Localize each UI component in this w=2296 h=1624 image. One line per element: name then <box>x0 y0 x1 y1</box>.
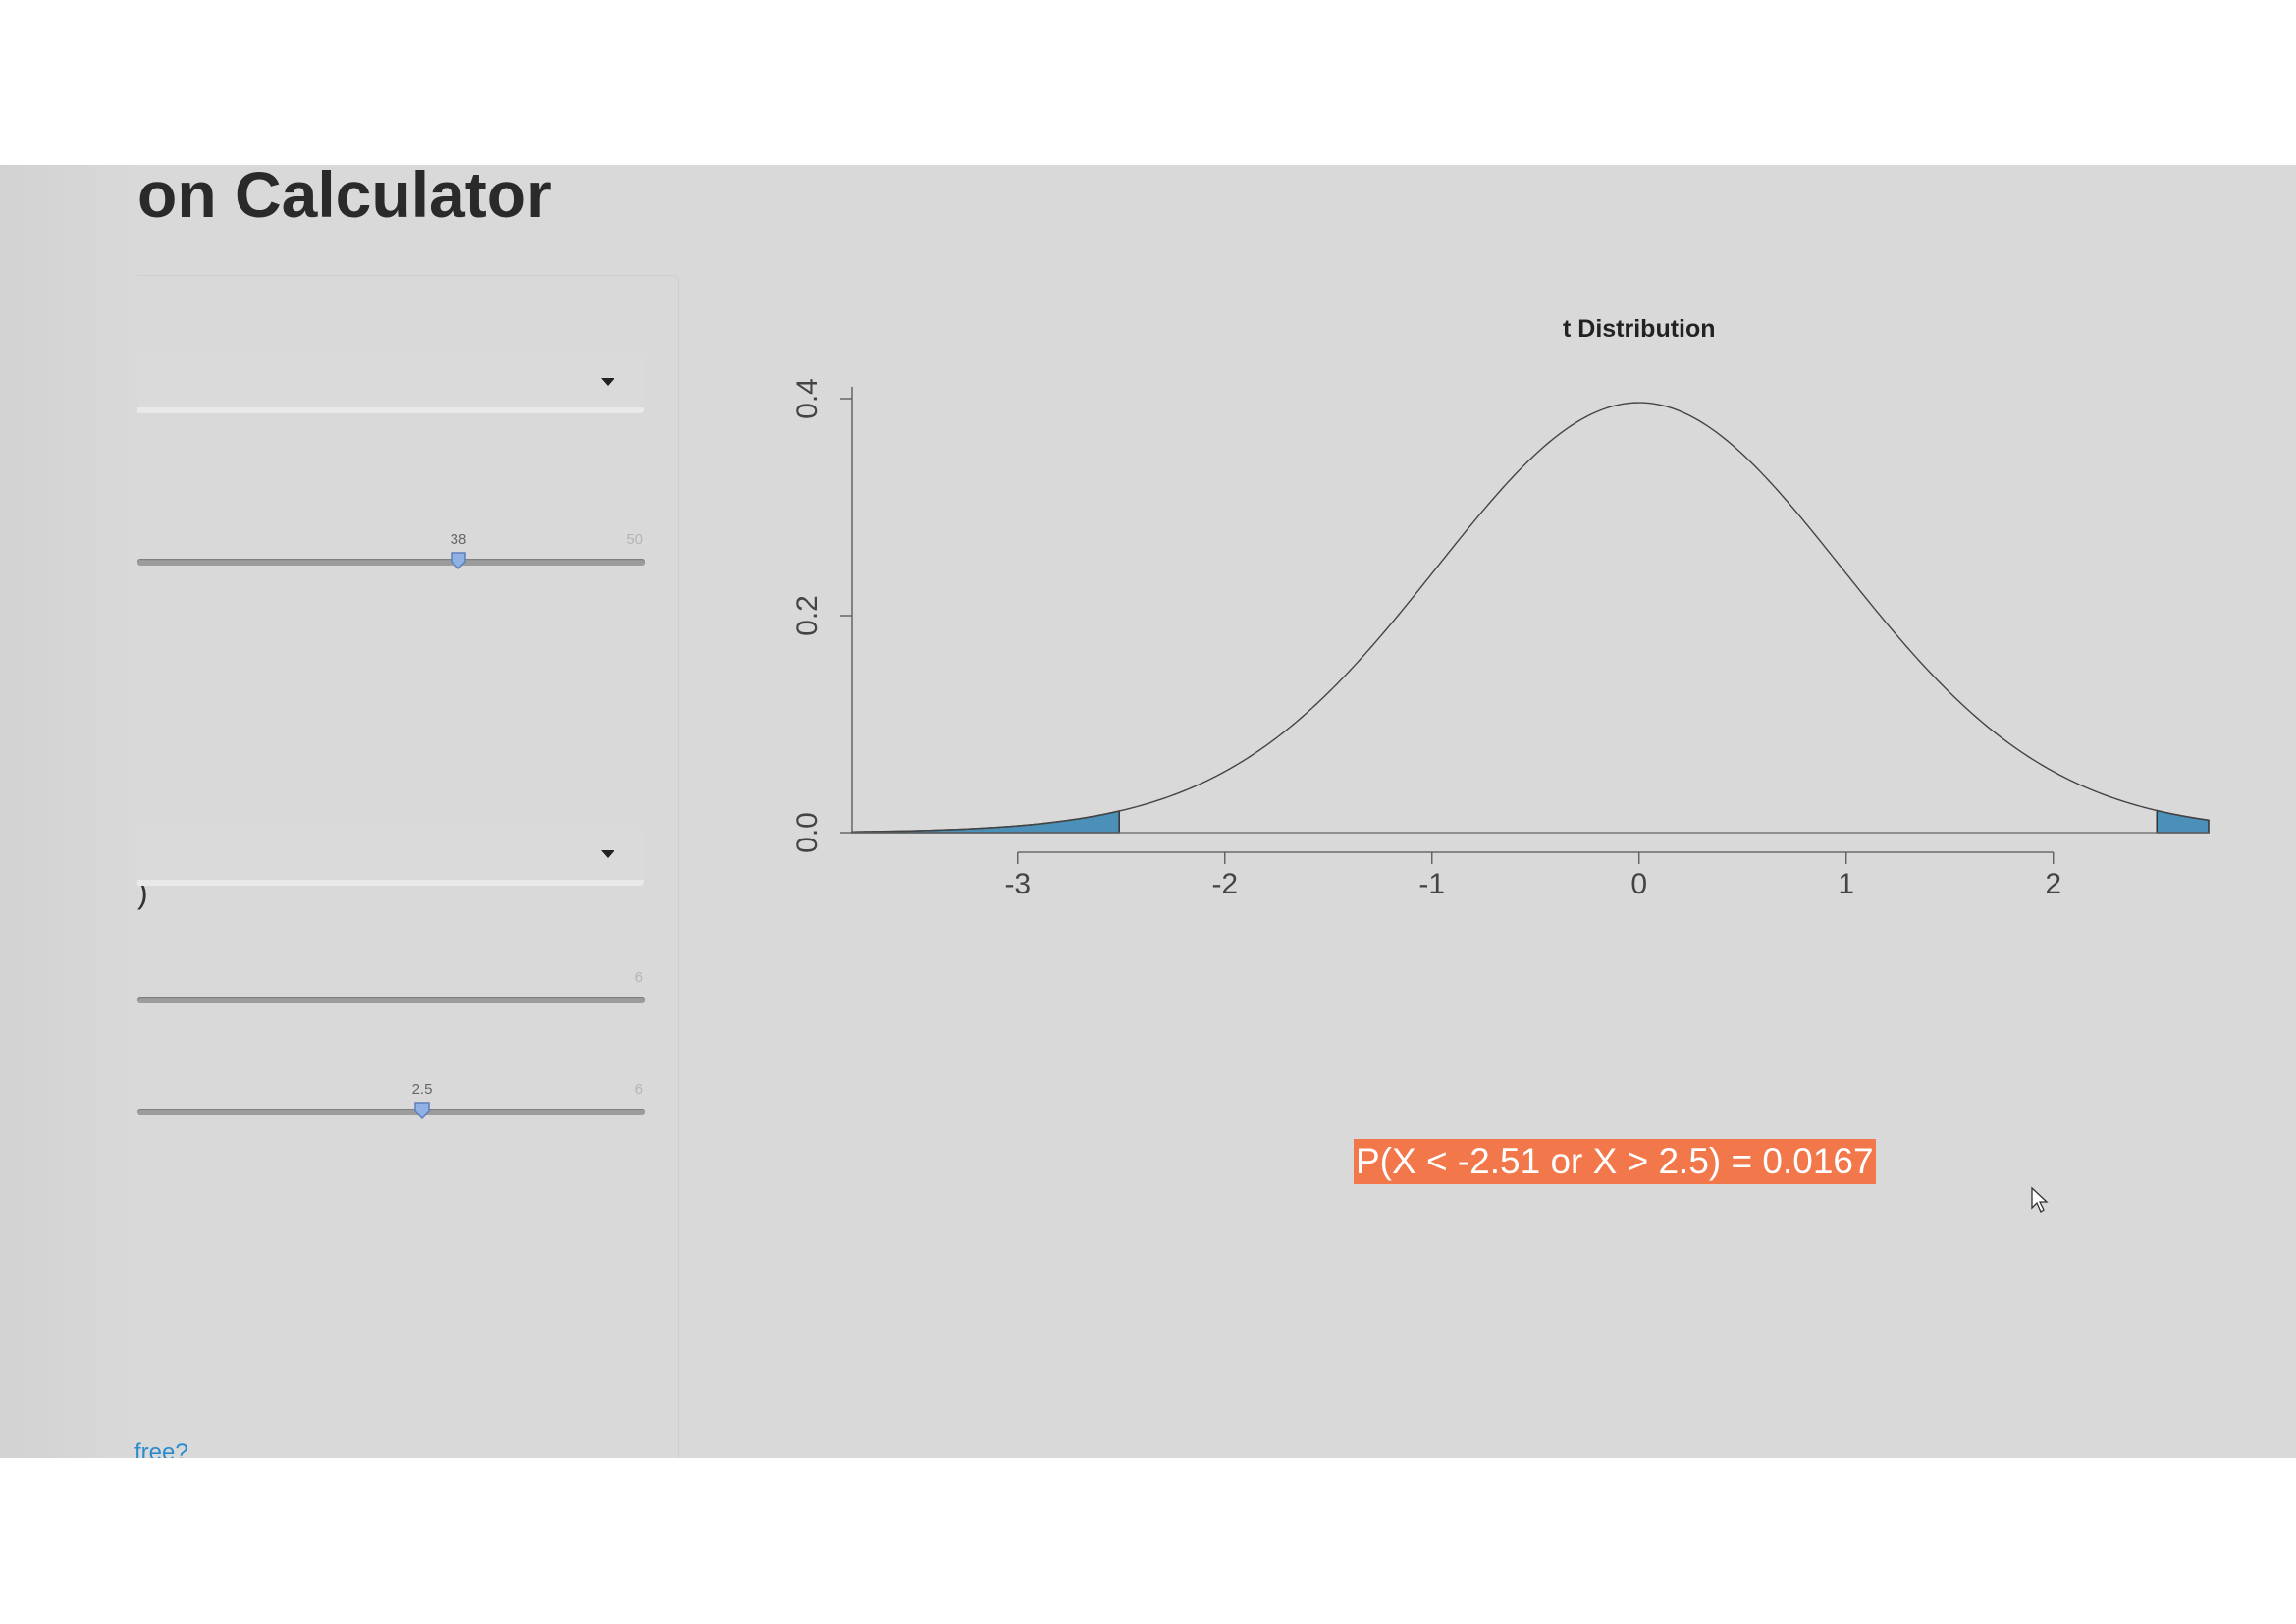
t-distribution-chart: 0.0 0.2 0.4 -3 -2 -1 0 1 2 t Distribution <box>791 315 2210 900</box>
upper-bound-slider[interactable]: 2.5 6 <box>137 1071 645 1120</box>
type-select[interactable] <box>137 827 644 886</box>
left-edge-shadow <box>0 165 137 1458</box>
x-tick-label: -2 <box>1211 868 1238 900</box>
chart-title: t Distribution <box>1563 315 1716 343</box>
density-curve <box>851 402 2210 833</box>
lower-slider-track[interactable] <box>137 997 645 1003</box>
df-slider[interactable]: 38 50 <box>137 521 645 570</box>
x-tick-label: 0 <box>1630 868 1647 900</box>
y-tick-label: 0.0 <box>791 812 824 853</box>
chevron-down-icon <box>601 378 614 386</box>
distribution-select[interactable] <box>137 354 644 413</box>
df-slider-handle[interactable] <box>449 551 468 570</box>
df-slider-track[interactable] <box>137 559 645 566</box>
shaded-tail-2 <box>2156 809 2210 834</box>
y-tick-label: 0.4 <box>791 378 824 419</box>
page-title-text: on Calculator <box>137 165 552 224</box>
lower-slider-max: 6 <box>634 969 643 986</box>
page-title: on Calculator <box>137 165 726 224</box>
upper-slider-handle[interactable] <box>412 1101 432 1120</box>
x-tick-label: 2 <box>2045 868 2061 900</box>
mouse-cursor-icon <box>2031 1186 2049 1213</box>
x-tick-label: 1 <box>1838 868 1854 900</box>
probability-result: P(X < -2.51 or X > 2.5) = 0.0167 <box>1354 1139 1876 1184</box>
df-slider-value: 38 <box>450 531 467 548</box>
shaded-tail-1 <box>851 810 1120 834</box>
df-slider-max: 50 <box>626 531 643 548</box>
x-tick-label: -1 <box>1418 868 1445 900</box>
x-tick-label: -3 <box>1004 868 1031 900</box>
upper-slider-track[interactable] <box>137 1109 645 1115</box>
lower-bound-slider[interactable]: 6 <box>137 959 645 1008</box>
upper-slider-value: 2.5 <box>411 1081 433 1098</box>
help-link[interactable]: free? <box>134 1439 188 1458</box>
y-tick-label: 0.2 <box>791 595 824 636</box>
app-canvas: on Calculator 38 50 ) 6 2.5 6 <box>0 165 2296 1458</box>
sidebar-panel: 38 50 ) 6 2.5 6 free? <box>134 275 679 1458</box>
paren-text: ) <box>137 875 148 910</box>
upper-slider-max: 6 <box>634 1081 643 1098</box>
chevron-down-icon <box>601 850 614 858</box>
